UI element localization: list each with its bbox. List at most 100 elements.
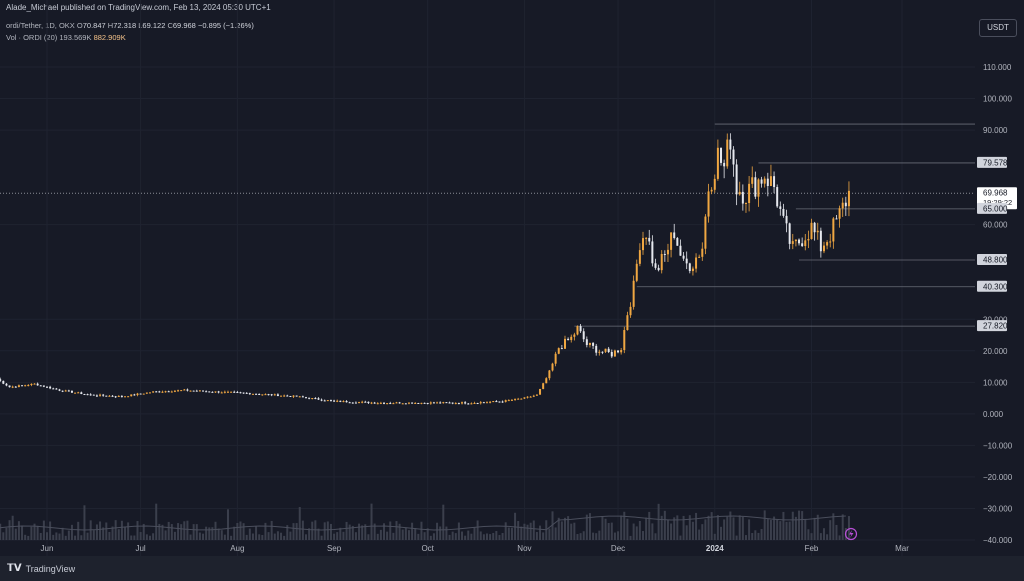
volume-bar: [492, 532, 495, 540]
candle-body: [414, 402, 417, 404]
currency-button[interactable]: USDT: [979, 19, 1017, 37]
candle-body: [492, 401, 495, 403]
volume-bar: [8, 520, 11, 540]
time-tick-label: Sep: [327, 544, 342, 553]
volume-bar: [80, 535, 83, 540]
volume-bar: [108, 531, 111, 540]
candle-body: [61, 390, 64, 392]
volume-bar: [292, 523, 295, 540]
candle-body: [417, 402, 420, 404]
volume-bar: [617, 531, 620, 540]
candle-body: [769, 176, 772, 186]
volume-bar: [485, 533, 488, 540]
volume-bar: [757, 532, 760, 540]
volume-bar: [470, 533, 473, 540]
candle-body: [548, 370, 551, 379]
tradingview-logo[interactable]: 𝗧𝗩 TradingView: [7, 563, 75, 574]
volume-bar: [67, 530, 70, 540]
volume-bar: [354, 532, 357, 540]
volume-bar: [317, 528, 320, 540]
volume-bar: [70, 524, 73, 540]
volume-bar: [52, 534, 55, 540]
volume-bar: [111, 526, 114, 540]
candle-body: [261, 394, 264, 396]
flash-icon[interactable]: [844, 527, 858, 541]
footer-bar: [0, 556, 1024, 581]
candle-body: [816, 230, 819, 233]
candle-body: [42, 385, 45, 387]
candle-body: [342, 401, 345, 403]
volume-bar: [30, 526, 33, 540]
volume-bar: [267, 532, 270, 540]
price-chart[interactable]: 110.000100.00090.00079.57869.96819:29:22…: [0, 0, 1024, 556]
candle-body: [436, 402, 439, 404]
volume-bar: [673, 517, 676, 540]
candle-body: [373, 402, 376, 404]
price-tick-label: 0.000: [983, 410, 1004, 419]
volume-bar: [588, 513, 591, 540]
candle-body: [470, 403, 473, 405]
volume-bar: [473, 527, 476, 540]
candle-body: [339, 400, 342, 402]
level-label: 48.800: [983, 255, 1008, 264]
candle-body: [673, 232, 676, 239]
candle-body: [258, 394, 261, 396]
candle-body: [682, 255, 685, 259]
candle-body: [498, 401, 501, 403]
time-axis[interactable]: Jun Jul Aug Sep Oct Nov Dec 2024 Feb Mar: [41, 544, 910, 553]
volume-bar: [336, 532, 339, 540]
candle-body: [354, 402, 357, 404]
volume-bar: [136, 521, 139, 540]
candle-body: [242, 392, 245, 394]
volume-bar: [295, 523, 298, 540]
volume-bar: [607, 523, 610, 540]
volume-bar: [798, 510, 801, 540]
volume-bar: [685, 525, 688, 540]
candle-body: [376, 403, 379, 405]
volume-bar: [691, 521, 694, 540]
candle-body: [336, 400, 339, 402]
volume-bar: [379, 529, 382, 540]
candle-body: [607, 348, 610, 353]
candle-body: [255, 393, 258, 395]
volume-ma-line: [0, 515, 846, 531]
candle-body: [211, 391, 214, 393]
volume-bar: [648, 511, 651, 540]
candle-body: [423, 402, 426, 404]
candle-body: [317, 398, 320, 400]
volume-bar: [822, 528, 825, 540]
candle-body: [230, 391, 233, 393]
candle-body: [304, 397, 307, 399]
volume-bar: [407, 530, 410, 540]
candle-body: [592, 342, 595, 346]
volume-bar: [99, 521, 102, 540]
volume-bar: [230, 535, 233, 540]
candle-body: [461, 402, 464, 404]
candle-body: [520, 398, 523, 400]
volume-bar: [819, 533, 822, 540]
symbol-name[interactable]: ordi/Tether, 1D, OKX: [6, 21, 75, 30]
volume-bar: [838, 535, 841, 540]
volume-bar: [526, 524, 529, 540]
candle-body: [532, 395, 535, 397]
candle-body: [64, 390, 67, 392]
volume-bar: [86, 532, 89, 540]
volume-bar: [395, 521, 398, 540]
volume-bar: [92, 530, 95, 540]
candle-body: [189, 390, 192, 392]
candle-body: [679, 245, 682, 256]
level-badge: [977, 202, 1007, 214]
candle-body: [517, 398, 520, 400]
volume-bar: [448, 534, 451, 540]
candle-body: [136, 393, 139, 396]
volume-bar: [785, 521, 788, 540]
volume-bar: [660, 515, 663, 540]
volume-bar: [220, 530, 223, 540]
volume-label[interactable]: Vol · ORDI (20): [6, 33, 58, 42]
price-tick-label: 60.000: [983, 221, 1008, 230]
volume-bar: [735, 535, 738, 540]
volume-bar: [766, 519, 769, 540]
candle-body: [685, 258, 688, 264]
price-axis[interactable]: 110.000 100.000 90.000 79.578 69.96819:29:22…: [977, 63, 1017, 545]
volume-bar: [707, 515, 710, 540]
